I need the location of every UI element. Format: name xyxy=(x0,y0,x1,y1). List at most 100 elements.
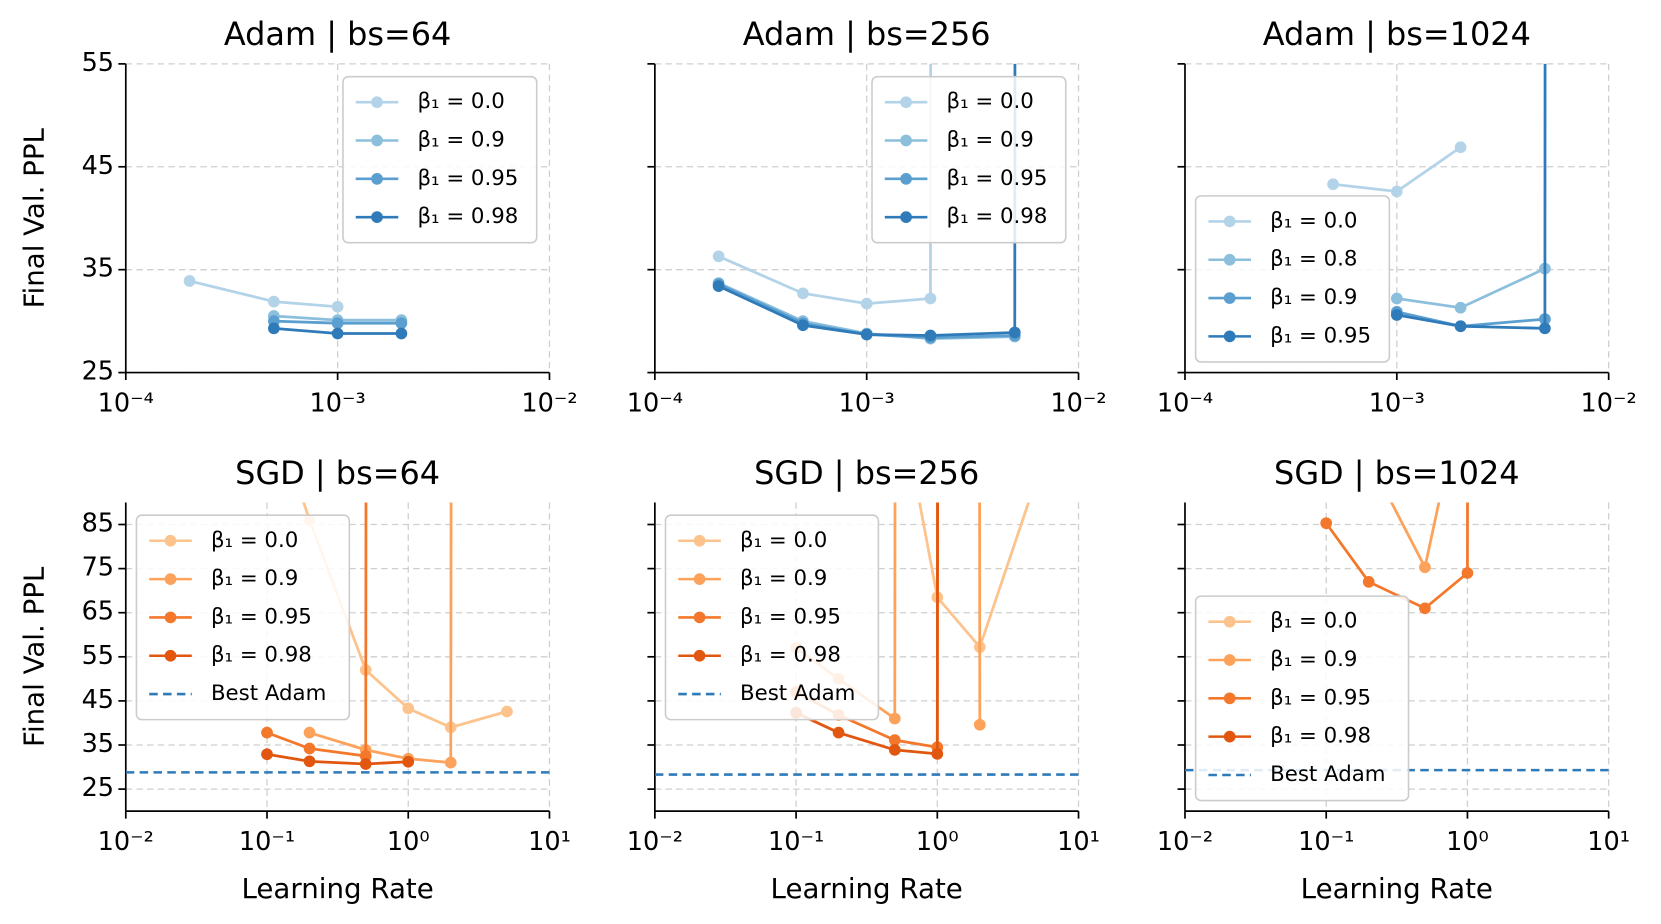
legend-label: β₁ = 0.98 xyxy=(211,643,312,668)
legend-marker xyxy=(1223,253,1236,266)
data-point xyxy=(797,319,809,332)
x-tick-label: 10⁻¹ xyxy=(768,827,824,857)
data-point xyxy=(1454,301,1467,314)
legend-label: β₁ = 0.95 xyxy=(1270,323,1371,348)
data-point xyxy=(712,280,725,292)
x-tick-label: 10⁰ xyxy=(916,827,959,857)
data-point xyxy=(931,747,944,760)
x-tick-label: 10⁰ xyxy=(1446,827,1489,857)
data-point xyxy=(402,755,415,768)
x-tick-label: 10⁻¹ xyxy=(1298,827,1354,857)
series-line xyxy=(302,502,508,729)
data-point xyxy=(1030,475,1042,487)
legend-label: β₁ = 0.95 xyxy=(947,166,1048,191)
legend: β₁ = 0.0 β₁ = 0.9 β₁ = 0.95 β₁ = 0.98 xyxy=(871,75,1067,244)
legend-label: β₁ = 0.98 xyxy=(1270,724,1371,749)
data-point xyxy=(889,364,901,376)
legend-label: β₁ = 0.0 xyxy=(211,528,298,553)
data-point xyxy=(395,317,408,330)
legend-marker xyxy=(1223,692,1236,705)
data-point xyxy=(924,292,937,305)
series-line xyxy=(1396,63,1547,330)
y-tick-label: 35 xyxy=(82,254,115,284)
x-axis-label: Learning Rate xyxy=(241,872,433,905)
panel: SGD | bs=1024 10⁻² 10⁻¹ 10⁰ 10¹ Learning Rate… xyxy=(1157,454,1630,905)
legend-marker xyxy=(900,172,912,185)
data-point xyxy=(261,726,273,739)
x-axis-label: Learning Rate xyxy=(771,872,963,905)
x-tick-label: 10⁻⁴ xyxy=(1157,389,1213,419)
data-point xyxy=(359,758,372,770)
series-line xyxy=(918,502,1031,650)
legend-marker xyxy=(371,134,383,147)
legend-label: β₁ = 0.8 xyxy=(1270,247,1357,272)
legend-label: β₁ = 0.9 xyxy=(740,566,827,591)
panel-title: SGD | bs=256 xyxy=(754,454,979,492)
x-tick-label: 10⁻² xyxy=(627,827,683,857)
data-point xyxy=(1362,575,1375,588)
legend-marker xyxy=(1223,292,1236,304)
legend-label: Best Adam xyxy=(740,681,855,706)
panel-title: Adam | bs=1024 xyxy=(1263,15,1531,53)
x-tick-label: 10⁻² xyxy=(98,827,154,857)
data-point xyxy=(1419,561,1431,574)
data-point xyxy=(303,726,316,739)
data-point xyxy=(501,705,513,718)
y-tick-label: 55 xyxy=(82,641,115,671)
y-axis-label: Final Val. PPL xyxy=(17,127,50,308)
panel-title: Adam | bs=64 xyxy=(224,15,452,53)
legend-label: β₁ = 0.98 xyxy=(740,643,841,668)
x-tick-label: 10⁻³ xyxy=(310,389,366,419)
y-tick-label: 65 xyxy=(82,597,115,627)
legend-box xyxy=(1194,595,1410,802)
legend-marker xyxy=(164,649,177,662)
legend-box xyxy=(664,514,880,721)
legend-marker xyxy=(693,649,706,662)
data-point xyxy=(303,755,316,768)
legend-label: β₁ = 0.95 xyxy=(417,166,518,191)
legend-marker xyxy=(693,611,706,624)
data-point xyxy=(860,297,873,310)
legend-label: β₁ = 0.0 xyxy=(740,528,827,553)
data-point xyxy=(1327,178,1339,191)
data-point xyxy=(395,327,408,340)
data-point xyxy=(888,712,901,725)
panel: SGD | bs=64 25 35 45 55 65 75 85 10⁻² 10⁻¹ 10⁰ 10¹ L… xyxy=(17,454,571,905)
legend-marker xyxy=(371,211,383,224)
data-point xyxy=(1454,141,1467,154)
data-point xyxy=(832,726,845,739)
legend-marker xyxy=(164,534,177,547)
legend-marker xyxy=(1223,654,1236,666)
x-tick-label: 10⁻¹ xyxy=(239,827,295,857)
series-line xyxy=(1396,267,1546,310)
legend: β₁ = 0.0 β₁ = 0.9 β₁ = 0.95 β₁ = 0.98 Best A… xyxy=(135,514,351,721)
legend-marker xyxy=(164,573,177,585)
legend-label: β₁ = 0.0 xyxy=(1270,208,1357,233)
y-tick-label: 25 xyxy=(82,773,115,803)
data-point xyxy=(268,295,280,308)
x-tick-label: 10⁻² xyxy=(1581,389,1637,419)
series-line xyxy=(266,752,409,766)
legend: β₁ = 0.0 β₁ = 0.9 β₁ = 0.95 β₁ = 0.98 Best A… xyxy=(664,514,880,721)
y-tick-label: 85 xyxy=(82,509,115,539)
panel: Adam | bs=1024 10⁻⁴ 10⁻³ 10⁻² β₁ = 0.0 β₁ = 0… xyxy=(1157,15,1637,419)
data-point xyxy=(402,702,415,715)
legend-box xyxy=(135,514,351,721)
data-point xyxy=(1390,292,1403,305)
legend-marker xyxy=(900,134,912,147)
data-point xyxy=(331,327,344,340)
legend-label: β₁ = 0.9 xyxy=(1270,647,1357,672)
plot-area xyxy=(125,502,550,774)
data-point xyxy=(183,275,196,287)
x-tick-label: 10⁻³ xyxy=(1369,389,1425,419)
series-line xyxy=(189,279,338,309)
y-tick-label: 55 xyxy=(82,48,115,78)
panel: Adam | bs=64 25 35 45 55 10⁻⁴ 10⁻³ 10⁻² Final Va… xyxy=(17,15,577,418)
data-point xyxy=(331,317,344,330)
legend-label: β₁ = 0.95 xyxy=(1270,685,1371,710)
legend-label: Best Adam xyxy=(1270,762,1385,787)
legend-box xyxy=(1194,195,1391,363)
x-tick-label: 10⁻² xyxy=(521,389,577,419)
legend-label: β₁ = 0.0 xyxy=(1270,609,1357,634)
